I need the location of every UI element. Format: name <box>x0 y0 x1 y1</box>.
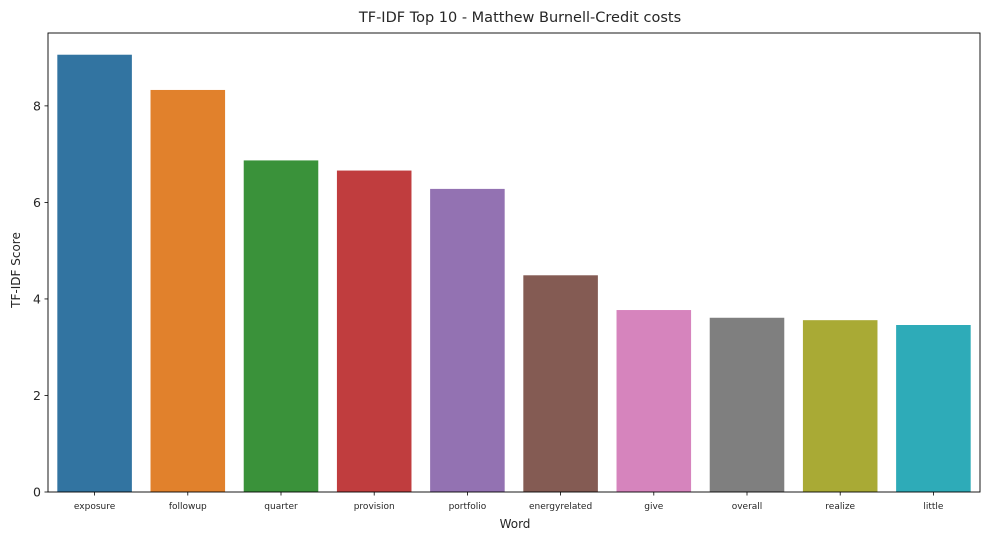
bar-quarter <box>243 160 319 492</box>
x-tick-label: energyrelated <box>529 502 592 512</box>
chart-title: TF-IDF Top 10 - Matthew Burnell-Credit c… <box>358 10 681 26</box>
bar-realize <box>802 320 878 492</box>
x-tick-label: realize <box>825 502 855 512</box>
y-axis-title: TF-IDF Score <box>9 232 23 309</box>
bar-energyrelated <box>523 275 598 492</box>
y-tick-label: 2 <box>33 388 41 403</box>
y-tick-label: 4 <box>33 291 41 306</box>
bar-provision <box>336 170 412 492</box>
x-tick-label: give <box>644 502 664 512</box>
bar-give <box>616 310 692 492</box>
x-tick-label: little <box>923 502 944 512</box>
y-tick-label: 8 <box>33 98 41 113</box>
x-ticks: exposure followup quarter provision portfoli… <box>74 492 944 512</box>
bar-exposure <box>57 54 132 493</box>
plot-frame <box>47 32 981 493</box>
bar-little <box>896 325 971 492</box>
x-tick-label: followup <box>169 502 207 512</box>
bar-portfolio <box>430 188 505 492</box>
x-axis-title: Word <box>500 517 531 531</box>
x-tick-label: exposure <box>74 502 116 512</box>
x-tick-label: overall <box>732 502 763 512</box>
y-tick-label: 0 <box>33 485 41 500</box>
x-tick-label: portfolio <box>449 502 487 512</box>
bars-group <box>57 54 971 493</box>
bar-followup <box>150 89 226 492</box>
bar-overall <box>709 317 785 492</box>
y-tick-label: 6 <box>33 195 41 210</box>
x-tick-label: provision <box>354 502 395 512</box>
y-ticks: 0 2 4 6 8 <box>33 98 48 500</box>
x-tick-label: quarter <box>264 502 298 512</box>
